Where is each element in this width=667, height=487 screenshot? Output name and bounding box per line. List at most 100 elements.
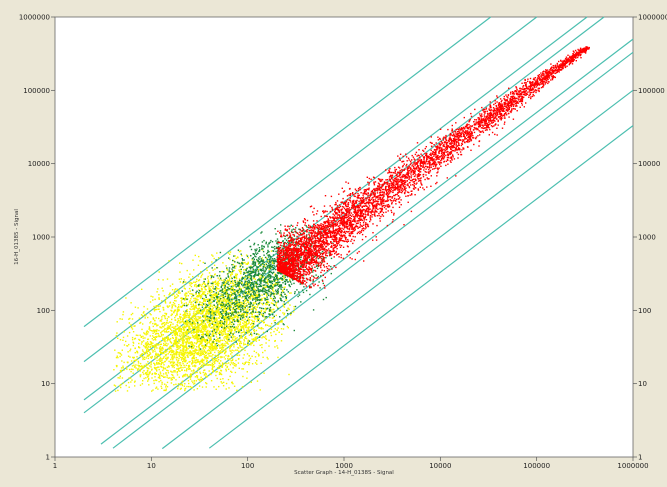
absent-point: [196, 332, 198, 334]
absent-point: [252, 325, 254, 327]
absent-point: [176, 312, 178, 314]
absent-point: [254, 301, 256, 304]
absent-point: [206, 317, 208, 319]
absent-point: [236, 256, 239, 258]
marginal-point: [237, 249, 240, 251]
marginal-point: [206, 315, 208, 317]
absent-point: [143, 370, 145, 372]
absent-point: [209, 322, 211, 325]
absent-point: [279, 309, 281, 312]
marginal-point: [265, 268, 267, 270]
absent-point: [276, 329, 278, 331]
absent-point: [266, 324, 269, 326]
absent-point: [224, 327, 227, 329]
absent-point: [183, 325, 185, 327]
marginal-point: [184, 320, 187, 323]
absent-point: [214, 294, 216, 296]
absent-point: [195, 313, 197, 315]
absent-point: [189, 374, 192, 376]
marginal-point: [268, 288, 270, 290]
absent-point: [240, 264, 243, 266]
absent-point: [184, 336, 186, 338]
absent-point: [147, 347, 149, 349]
absent-point: [147, 375, 149, 378]
absent-point: [195, 329, 197, 331]
absent-point: [226, 339, 229, 341]
absent-point: [247, 307, 249, 309]
absent-point: [218, 371, 221, 374]
absent-point: [216, 252, 218, 254]
absent-point: [233, 316, 235, 318]
marginal-point: [265, 263, 268, 266]
absent-point: [188, 329, 190, 331]
absent-point: [176, 313, 178, 316]
marginal-point: [305, 225, 307, 227]
absent-point: [240, 316, 242, 318]
absent-point: [253, 350, 255, 352]
absent-point: [217, 360, 219, 363]
absent-point: [171, 366, 174, 368]
marginal-point: [274, 297, 276, 299]
absent-point: [273, 330, 275, 333]
absent-point: [240, 272, 242, 275]
absent-point: [211, 308, 214, 310]
marginal-point: [257, 273, 259, 276]
marginal-point: [204, 262, 206, 264]
absent-point: [134, 306, 137, 308]
marginal-point: [204, 333, 206, 336]
absent-point: [198, 316, 200, 319]
absent-point: [178, 292, 180, 294]
absent-point: [167, 338, 169, 341]
absent-point: [252, 306, 254, 308]
absent-point: [194, 334, 197, 336]
marginal-point: [223, 271, 225, 273]
absent-point: [174, 289, 176, 291]
absent-point: [215, 297, 218, 299]
absent-point: [113, 384, 116, 386]
absent-point: [180, 297, 182, 299]
absent-point: [222, 363, 224, 365]
absent-point: [212, 340, 214, 342]
absent-point: [217, 337, 219, 340]
absent-point: [219, 347, 221, 349]
absent-point: [197, 309, 199, 311]
absent-point: [126, 366, 128, 368]
absent-point: [193, 365, 196, 367]
absent-point: [182, 362, 184, 365]
absent-point: [261, 344, 263, 346]
marginal-point: [286, 241, 289, 243]
marginal-point: [255, 285, 257, 287]
absent-point: [241, 277, 243, 279]
absent-point: [183, 354, 185, 356]
absent-point: [216, 314, 218, 316]
marginal-point: [244, 306, 246, 309]
absent-point: [222, 331, 224, 333]
absent-point: [212, 307, 214, 309]
absent-point: [190, 318, 192, 320]
marginal-point: [263, 293, 265, 295]
absent-point: [263, 336, 265, 338]
absent-point: [223, 291, 225, 293]
absent-point: [155, 352, 157, 354]
absent-point: [162, 368, 165, 370]
absent-point: [130, 313, 133, 316]
absent-point: [247, 328, 249, 330]
absent-point: [233, 277, 236, 279]
absent-point: [226, 295, 228, 297]
absent-point: [228, 387, 230, 389]
absent-point: [152, 322, 154, 325]
absent-point: [130, 324, 132, 326]
absent-point: [216, 329, 218, 332]
marginal-point: [286, 309, 288, 312]
marginal-point: [222, 310, 224, 312]
absent-point: [184, 361, 186, 363]
absent-point: [119, 318, 121, 320]
absent-point: [168, 326, 170, 329]
marginal-point: [242, 317, 244, 319]
absent-point: [272, 289, 274, 292]
marginal-point: [199, 309, 202, 312]
absent-point: [155, 306, 157, 308]
absent-point: [185, 349, 188, 351]
absent-point: [179, 338, 182, 340]
absent-point: [141, 341, 143, 343]
